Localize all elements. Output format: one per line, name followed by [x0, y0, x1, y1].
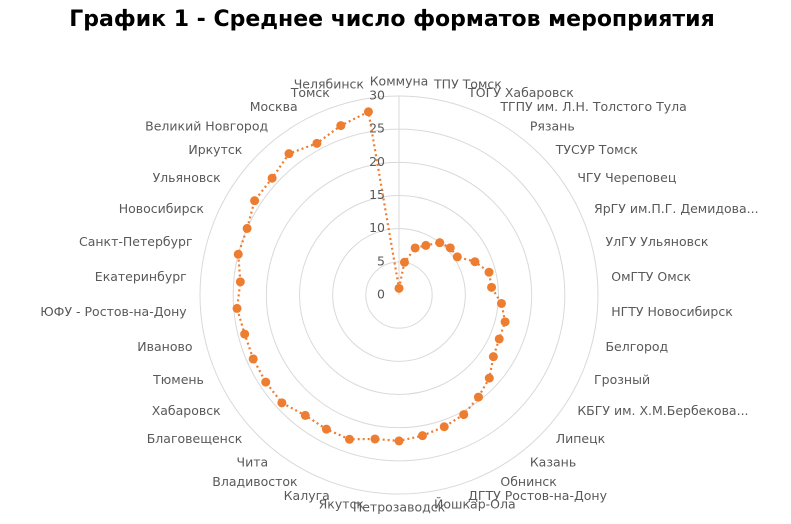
data-point — [435, 238, 445, 248]
category-label: ТГПУ им. Л.Н. Толстого Тула — [499, 99, 686, 114]
category-label: Тюмень — [152, 372, 204, 387]
category-label: Йошкар-Ола — [434, 497, 516, 512]
category-label: НГТУ Новосибирск — [611, 304, 733, 319]
data-point — [494, 334, 504, 344]
category-label: Великий Новгород — [145, 118, 268, 133]
data-point — [473, 392, 483, 402]
data-point — [484, 267, 494, 277]
data-point — [394, 283, 404, 293]
category-label: Калуга — [284, 488, 330, 503]
category-label: Петрозаводск — [353, 500, 446, 515]
category-label: Томск — [290, 85, 331, 100]
category-label: Якутск — [319, 497, 365, 512]
category-label: Екатеринбург — [95, 269, 187, 284]
category-label: Владивосток — [212, 474, 298, 489]
category-label: КБГУ им. Х.М.Бербекова... — [577, 403, 748, 418]
category-label: ТОГУ Хабаровск — [467, 85, 574, 100]
category-label: Новосибирск — [119, 201, 205, 216]
data-point — [452, 252, 462, 262]
data-point — [459, 410, 469, 420]
r-tick-label: 30 — [369, 88, 385, 103]
category-label: Липецк — [556, 431, 606, 446]
category-label: Иваново — [137, 339, 192, 354]
category-label: Санкт-Петербург — [79, 234, 193, 249]
category-label: Коммуна — [370, 74, 429, 89]
category-label: Рязань — [530, 118, 575, 133]
category-label: Благовещенск — [147, 431, 243, 446]
category-label: Белгород — [605, 339, 668, 354]
category-label: Хабаровск — [152, 403, 221, 418]
data-point — [233, 249, 243, 259]
data-point — [240, 329, 250, 339]
data-point — [363, 107, 373, 117]
data-point — [248, 354, 258, 364]
data-point — [500, 317, 510, 327]
category-label: Чита — [237, 455, 269, 470]
data-point — [344, 434, 354, 444]
data-point — [267, 173, 277, 183]
data-point — [470, 257, 480, 267]
data-point — [232, 303, 242, 313]
r-tick-label: 10 — [369, 220, 385, 235]
data-point — [421, 240, 431, 250]
data-point — [336, 121, 346, 131]
data-point — [496, 298, 506, 308]
data-point — [277, 398, 287, 408]
r-tick-label: 25 — [369, 121, 385, 136]
category-label: Грозный — [594, 372, 650, 387]
category-label: ТПУ Томск — [433, 76, 502, 91]
data-point — [250, 196, 260, 206]
category-label: ОмГТУ Омск — [611, 269, 691, 284]
data-point — [242, 223, 252, 233]
category-label: УлГУ Ульяновск — [605, 234, 708, 249]
category-label: Казань — [530, 455, 576, 470]
data-point — [370, 434, 380, 444]
category-label: ТУСУР Томск — [555, 142, 639, 157]
r-tick-label: 5 — [377, 253, 385, 268]
chart-title: График 1 - Среднее число форматов меропр… — [69, 7, 714, 32]
data-point — [484, 373, 494, 383]
data-point — [300, 410, 310, 420]
category-label: Обнинск — [500, 474, 557, 489]
r-tick-label: 0 — [377, 287, 385, 302]
data-point — [487, 282, 497, 292]
data-point — [445, 243, 455, 253]
category-label: ДГТУ Ростов-на-Дону — [468, 488, 607, 503]
data-point — [284, 149, 294, 159]
category-label: ЯрГУ им.П.Г. Демидова... — [594, 201, 759, 216]
data-point — [235, 277, 245, 287]
data-point — [394, 436, 404, 446]
category-label: Челябинск — [294, 76, 365, 91]
data-point — [417, 431, 427, 441]
data-point — [399, 257, 409, 267]
category-label: ЮФУ - Ростов-на-Дону — [40, 304, 187, 319]
data-point — [321, 424, 331, 434]
category-label: Москва — [250, 99, 298, 114]
data-point — [488, 352, 498, 362]
data-point — [410, 243, 420, 253]
category-label: Иркутск — [188, 142, 242, 157]
data-point — [261, 377, 271, 387]
category-label: ЧГУ Череповец — [577, 170, 676, 185]
r-tick-label: 20 — [369, 154, 385, 169]
data-point — [312, 138, 322, 148]
category-label: Ульяновск — [153, 170, 222, 185]
data-point — [439, 422, 449, 432]
